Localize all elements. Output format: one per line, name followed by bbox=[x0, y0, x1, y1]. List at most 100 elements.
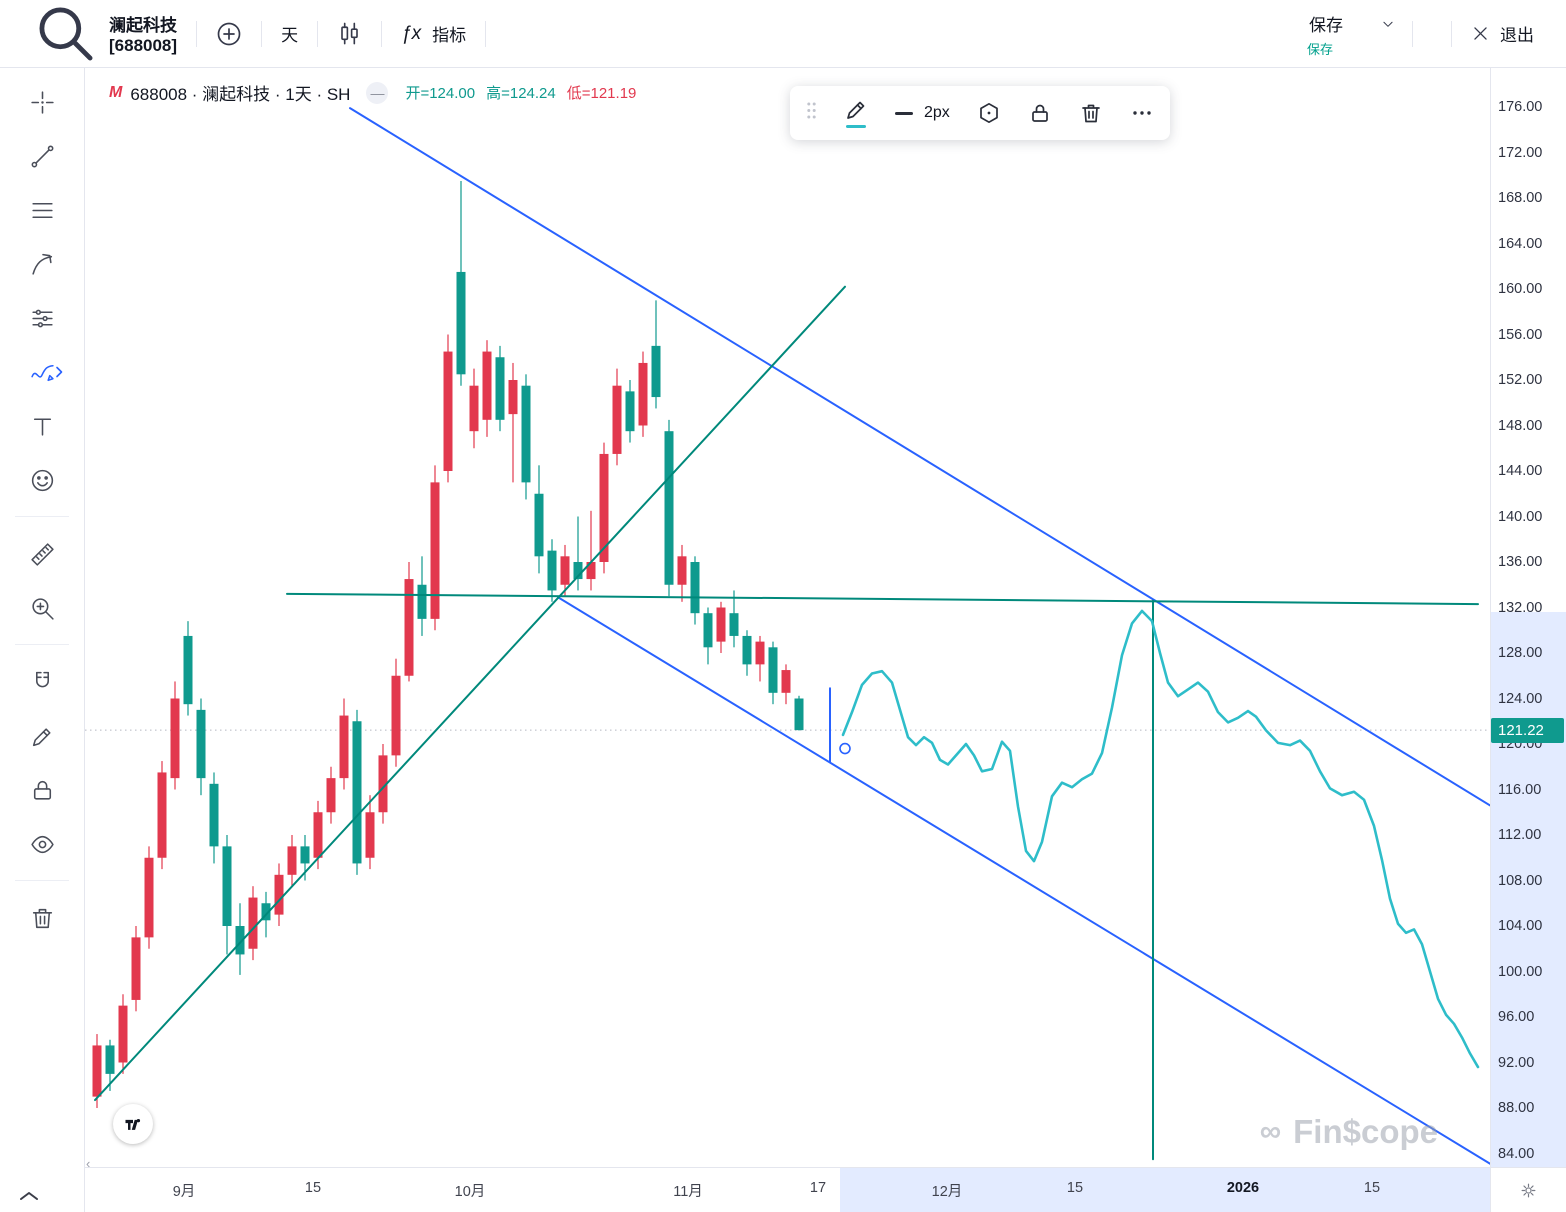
chart-legend: M 688008 · 澜起科技 · 1天 · SH — 开=124.00 高=1… bbox=[109, 80, 636, 105]
price-label: 108.00 bbox=[1498, 872, 1543, 889]
candle-body bbox=[378, 755, 388, 813]
indicators-button[interactable]: ƒx 指标 bbox=[391, 15, 476, 52]
chart-style-button[interactable] bbox=[327, 15, 372, 52]
lock-drawing-button[interactable] bbox=[1028, 101, 1052, 125]
symbol-search-button[interactable]: 澜起科技[688008] bbox=[22, 0, 187, 74]
time-label: 10月 bbox=[454, 1184, 486, 1200]
time-axis[interactable]: 9月 15 10月 11月 17 12月 15 2026 15 bbox=[85, 1167, 1490, 1212]
legend-collapse-button[interactable]: — bbox=[366, 81, 389, 104]
candle-body bbox=[703, 613, 713, 648]
save-menu-button[interactable] bbox=[1379, 15, 1397, 33]
candle-body bbox=[768, 647, 778, 693]
tool-trash[interactable] bbox=[20, 896, 64, 940]
save-button[interactable]: 保存 bbox=[1305, 9, 1347, 38]
undo-button[interactable] bbox=[495, 28, 515, 40]
price-label: 136.00 bbox=[1498, 554, 1543, 570]
tool-text[interactable] bbox=[20, 404, 64, 448]
candle-body bbox=[313, 812, 323, 858]
hexagon-settings-icon bbox=[979, 102, 998, 124]
candle-body bbox=[521, 385, 531, 483]
toolbar-left-group: 澜起科技[688008] 天 ƒx 指标 bbox=[22, 0, 535, 74]
candle-body bbox=[638, 362, 648, 426]
trend-line bbox=[349, 107, 1490, 807]
tool-parallel-lines[interactable] bbox=[20, 188, 64, 232]
compare-button[interactable] bbox=[206, 15, 252, 53]
tool-brush[interactable] bbox=[20, 350, 64, 394]
plus-circle-icon bbox=[217, 22, 241, 45]
redo-button[interactable] bbox=[515, 28, 535, 40]
fullscreen-button[interactable] bbox=[1422, 28, 1442, 40]
toolbar-divider bbox=[317, 20, 319, 47]
candle-body bbox=[573, 562, 583, 580]
brush-expand-caret[interactable] bbox=[55, 366, 63, 378]
interval-button[interactable]: 天 bbox=[271, 15, 308, 52]
bottom-left-expand-button[interactable] bbox=[18, 1189, 40, 1206]
time-label: 15 bbox=[1066, 1180, 1084, 1196]
line-width-icon bbox=[895, 111, 913, 115]
tool-hide[interactable] bbox=[20, 822, 64, 866]
tool-pattern[interactable] bbox=[20, 296, 64, 340]
chevron-down-icon bbox=[1383, 21, 1393, 27]
settings-button[interactable] bbox=[977, 101, 1001, 125]
candle-body bbox=[274, 874, 284, 915]
candle-body bbox=[248, 897, 258, 949]
price-label: 124.00 bbox=[1498, 690, 1543, 707]
tool-magnet[interactable] bbox=[20, 660, 64, 704]
candle-body bbox=[287, 846, 297, 875]
candle-body bbox=[625, 391, 635, 432]
toolbar-divider bbox=[15, 644, 69, 645]
tradingview-logo[interactable] bbox=[113, 1104, 153, 1144]
candle-body bbox=[196, 709, 206, 779]
candle-body bbox=[261, 903, 271, 921]
save-hint: 保存 bbox=[1307, 42, 1334, 57]
draw-color-button[interactable] bbox=[844, 98, 868, 128]
price-scale[interactable]: 121.22 176.00 172.00 168.00 164.00 160.00 156… bbox=[1490, 68, 1566, 1167]
line-width-button[interactable]: 2px bbox=[895, 104, 950, 122]
chart-pane[interactable]: M 688008 · 澜起科技 · 1天 · SH — 开=124.00 高=1… bbox=[85, 68, 1490, 1167]
trend-line bbox=[286, 592, 1479, 606]
drawing-anchor-handle bbox=[839, 742, 851, 755]
tool-zoom-in[interactable] bbox=[20, 586, 64, 630]
more-options-button[interactable] bbox=[1130, 101, 1154, 125]
trend-line bbox=[94, 285, 846, 1102]
price-label: 156.00 bbox=[1498, 326, 1543, 343]
time-label: 12月 bbox=[931, 1184, 963, 1200]
trend-lines-layer[interactable] bbox=[94, 107, 1490, 1165]
candle-body bbox=[742, 635, 752, 665]
drag-handle[interactable] bbox=[806, 101, 817, 125]
tool-emoji[interactable] bbox=[20, 458, 64, 502]
fx-icon: ƒx bbox=[401, 22, 422, 44]
legend-low-value: 低=121.19 bbox=[566, 85, 637, 102]
candle-body bbox=[690, 562, 700, 614]
scroll-left-arrow[interactable]: ‹ bbox=[86, 1156, 91, 1171]
price-label: 100.00 bbox=[1498, 963, 1543, 980]
parallel-lines-icon bbox=[31, 202, 53, 218]
zoom-in-icon bbox=[31, 597, 54, 620]
tool-crosshair[interactable] bbox=[20, 80, 64, 124]
price-label: 140.00 bbox=[1498, 508, 1543, 525]
candle-body bbox=[170, 698, 180, 779]
ruler-icon bbox=[30, 542, 54, 566]
axis-settings-corner[interactable] bbox=[1490, 1167, 1566, 1212]
toolbar-divider bbox=[1451, 20, 1452, 47]
search-icon bbox=[39, 7, 93, 60]
watermark: ∞ Fin$cope bbox=[1260, 1113, 1438, 1151]
delete-drawing-button[interactable] bbox=[1079, 101, 1103, 125]
chart-canvas[interactable] bbox=[85, 68, 1490, 1167]
price-label: 128.00 bbox=[1498, 645, 1543, 661]
crosshair-icon bbox=[30, 90, 54, 114]
exit-button[interactable]: 退出 bbox=[1461, 15, 1544, 52]
tool-pitchfork[interactable] bbox=[20, 242, 64, 286]
price-label: 104.00 bbox=[1498, 918, 1543, 934]
trash-icon bbox=[1081, 104, 1100, 123]
tool-ruler[interactable] bbox=[20, 532, 64, 576]
finscope-logo-icon: ∞ bbox=[1259, 1115, 1282, 1148]
candle-body bbox=[417, 584, 427, 619]
tool-edit[interactable] bbox=[20, 714, 64, 758]
projection-curve[interactable] bbox=[839, 609, 1480, 1069]
pitchfork-icon bbox=[31, 253, 52, 275]
tradingview-icon bbox=[125, 1118, 141, 1130]
price-label: 172.00 bbox=[1498, 144, 1543, 161]
tool-lock[interactable] bbox=[20, 768, 64, 812]
tool-trend-line[interactable] bbox=[20, 134, 64, 178]
